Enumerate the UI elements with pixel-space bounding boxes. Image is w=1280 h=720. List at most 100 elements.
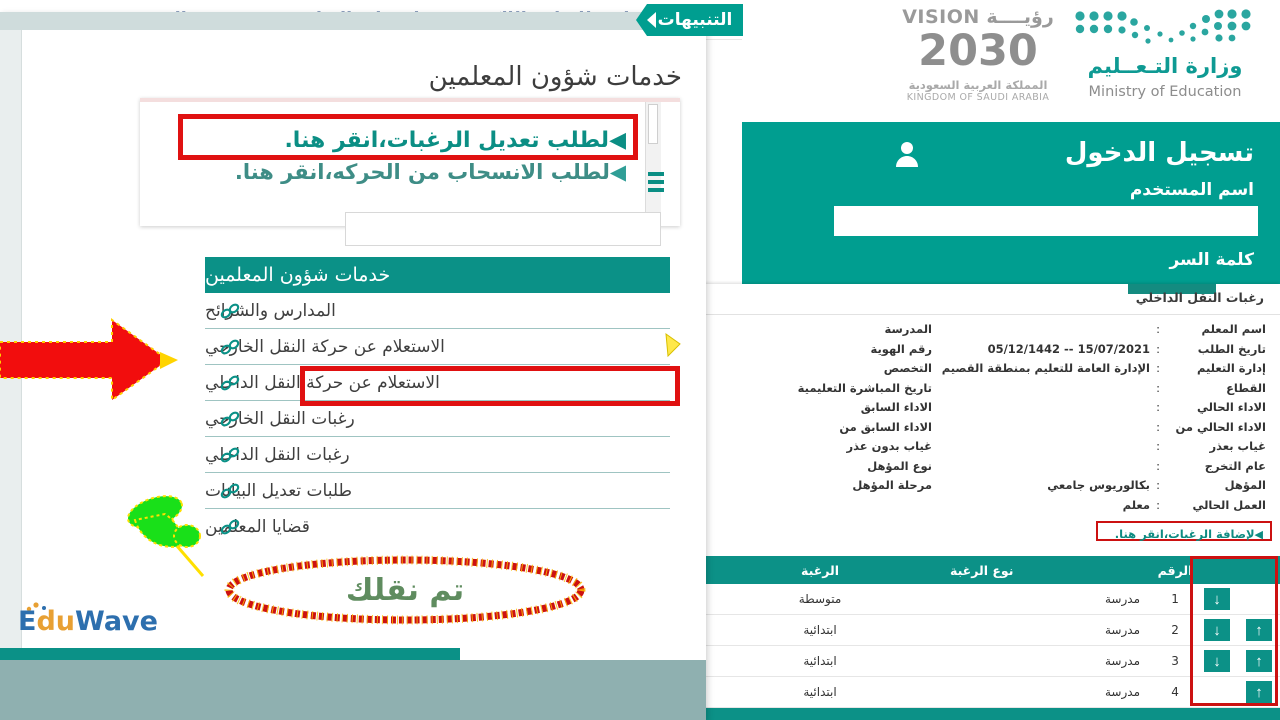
row-number: 1 [1171,592,1179,606]
table-row: ↑ ↓ 3 مدرسة ابتدائية [700,646,1280,677]
service-item-label: رغبات النقل الخارجي [205,408,355,429]
notifications-tab[interactable]: التنبيهات [636,4,743,36]
service-item-schools-and-slices[interactable]: المدارس والشرائح [205,293,670,329]
services-page-teal-bar [0,648,460,660]
field-colon: : [1156,380,1160,395]
row-wish: ابتدائية [803,685,837,699]
field-colon: : [1156,341,1160,356]
row-number: 4 [1171,685,1179,699]
field-colon: : [1156,400,1160,414]
withdraw-request-link[interactable]: ◀لطلب الانسحاب من الحركه،انقر هنا. [235,160,630,184]
dropdown-remnant [345,212,661,246]
header-spacer-down [1196,556,1238,584]
internal-transfer-inquiry-highlight-box [300,366,680,406]
vision-2030-top-line: رؤيــــة VISION [898,6,1058,28]
field-label: العمل الحالي [1192,497,1266,512]
header-spacer-up [1238,556,1280,584]
chain-link-icon [220,303,240,319]
username-input[interactable] [834,206,1258,236]
menu-hamburger-icon[interactable] [648,172,664,194]
field-label: نوع المؤهل [867,458,932,473]
service-item-label: الاستعلام عن حركة النقل الخارجي [205,336,445,357]
field-row: غياب بعذر : غياب بدون عذر [700,439,1280,459]
move-down-button[interactable]: ↓ [1204,650,1230,672]
row-wish: ابتدائية [803,654,837,668]
field-label: تاريخ المباشرة التعليمية [797,380,932,395]
eduwave-logo-part3: Wave [75,606,158,637]
row-number: 3 [1171,654,1179,668]
internal-transfer-wishes-panel: رغبات النقل الداخلي اسم المعلم : المدرسة… [700,284,1280,720]
field-row: عام التخرج : نوع المؤهل [700,459,1280,479]
triangle-left-icon: ◀ [1254,528,1263,541]
service-item-external-transfer-inquiry[interactable]: الاستعلام عن حركة النقل الخارجي [205,329,670,365]
service-item-internal-transfer-wishes[interactable]: رغبات النقل الداخلي [205,437,670,473]
services-page-left-rail [0,30,22,660]
eduwave-dots-icon [26,602,46,612]
notifications-tab-label: التنبيهات [657,10,733,30]
page-title: خدمات شؤون المعلمين [428,62,682,92]
popup-top-strip [140,98,680,102]
service-item-external-transfer-wishes[interactable]: رغبات النقل الخارجي [205,401,670,437]
edit-wishes-highlight-box [178,114,638,160]
move-down-button[interactable]: ↓ [1204,619,1230,641]
panel-divider [700,314,1280,315]
field-colon: : [1156,478,1160,492]
password-label: كلمة السر [1169,250,1254,270]
field-label: الاداء السابق [860,400,932,414]
chain-link-icon [220,483,240,499]
wishes-table: الرقم نوع الرغبة الرغبة ↓ 1 مدرسة متوسطة… [700,556,1280,720]
field-label: المؤهل [1224,478,1266,492]
table-row: ↑ 4 مدرسة ابتدائية [700,677,1280,708]
field-label: الاداء الحالي من [1175,419,1266,434]
chain-link-icon [220,339,240,355]
triangle-left-icon: ◀ [609,160,626,184]
field-label: المدرسة [884,322,932,336]
field-value: معلم [1122,497,1150,512]
vision-2030-number: 2030 [918,26,1038,76]
field-colon: : [1156,439,1160,453]
move-up-cell: ↑ [1238,677,1280,707]
move-up-button[interactable]: ↑ [1246,650,1272,672]
service-item-internal-transfer-inquiry[interactable]: الاستعلام عن حركة النقل الداخلي [205,365,670,401]
service-item-teacher-cases[interactable]: قضايا المعلمين [205,509,670,545]
vision-2030-latin: VISION [902,6,980,28]
services-list-header: خدمات شؤون المعلمين [205,257,670,293]
field-colon: : [1156,497,1160,512]
panel-active-tab[interactable] [1128,284,1216,294]
move-down-button[interactable]: ↓ [1204,588,1230,610]
move-down-cell [1196,677,1238,707]
row-number: 2 [1171,623,1179,637]
add-wish-link-label: لإضافة الرغبات،انقر هنا. [1114,527,1255,541]
edit-wishes-link[interactable]: ◀لطلب تعديل الرغبات،انقر هنا. [284,128,630,153]
field-label: رقم الهوية [870,341,932,356]
field-row: المؤهل : بكالوريوس جامعي مرحلة المؤهل [700,478,1280,498]
login-title: تسجيل الدخول [1064,138,1254,168]
move-up-button[interactable]: ↑ [1246,619,1272,641]
popup-scrollbar-thumb[interactable] [648,104,658,144]
panel-bottom-teal-strip [700,712,1280,720]
login-panel: تسجيل الدخول اسم المستخدم كلمة السر [742,122,1280,292]
vision-2030-logo: رؤيــــة VISION 2030 المملكة العربية الس… [898,6,1058,114]
field-label: القطاع [1226,380,1266,395]
column-header-type-label: نوع الرغبة [950,562,1014,578]
move-up-button[interactable]: ↑ [1246,681,1272,703]
field-row: الاداء الحالي من : الاداء السابق من [700,420,1280,440]
field-label: عام التخرج [1204,458,1266,473]
row-type: مدرسة [1104,623,1140,637]
field-value: الإدارة العامة للتعليم بمنطقة القصيم [941,361,1150,375]
chain-link-icon [220,519,240,535]
add-wish-link[interactable]: ◀لإضافة الرغبات،انقر هنا. [1115,527,1266,541]
field-label: التخصص [883,361,932,375]
move-up-cell [1238,584,1280,614]
move-down-cell: ↓ [1196,584,1238,614]
table-header-row: الرقم نوع الرغبة الرغبة [700,556,1280,584]
user-icon [896,142,918,167]
service-item-label: رغبات النقل الداخلي [205,444,350,465]
field-colon: : [1156,419,1160,434]
field-label: تاريخ الطلب [1197,341,1266,356]
teacher-services-page: خدمات شؤون المعلمين ◀لطلب تعديل الرغبات،… [0,12,706,720]
service-item-data-edit-requests[interactable]: طلبات تعديل البيانات [205,473,670,509]
field-label: مرحلة المؤهل [852,478,932,492]
move-up-cell: ↑ [1238,646,1280,676]
row-wish: متوسطة [798,592,842,606]
